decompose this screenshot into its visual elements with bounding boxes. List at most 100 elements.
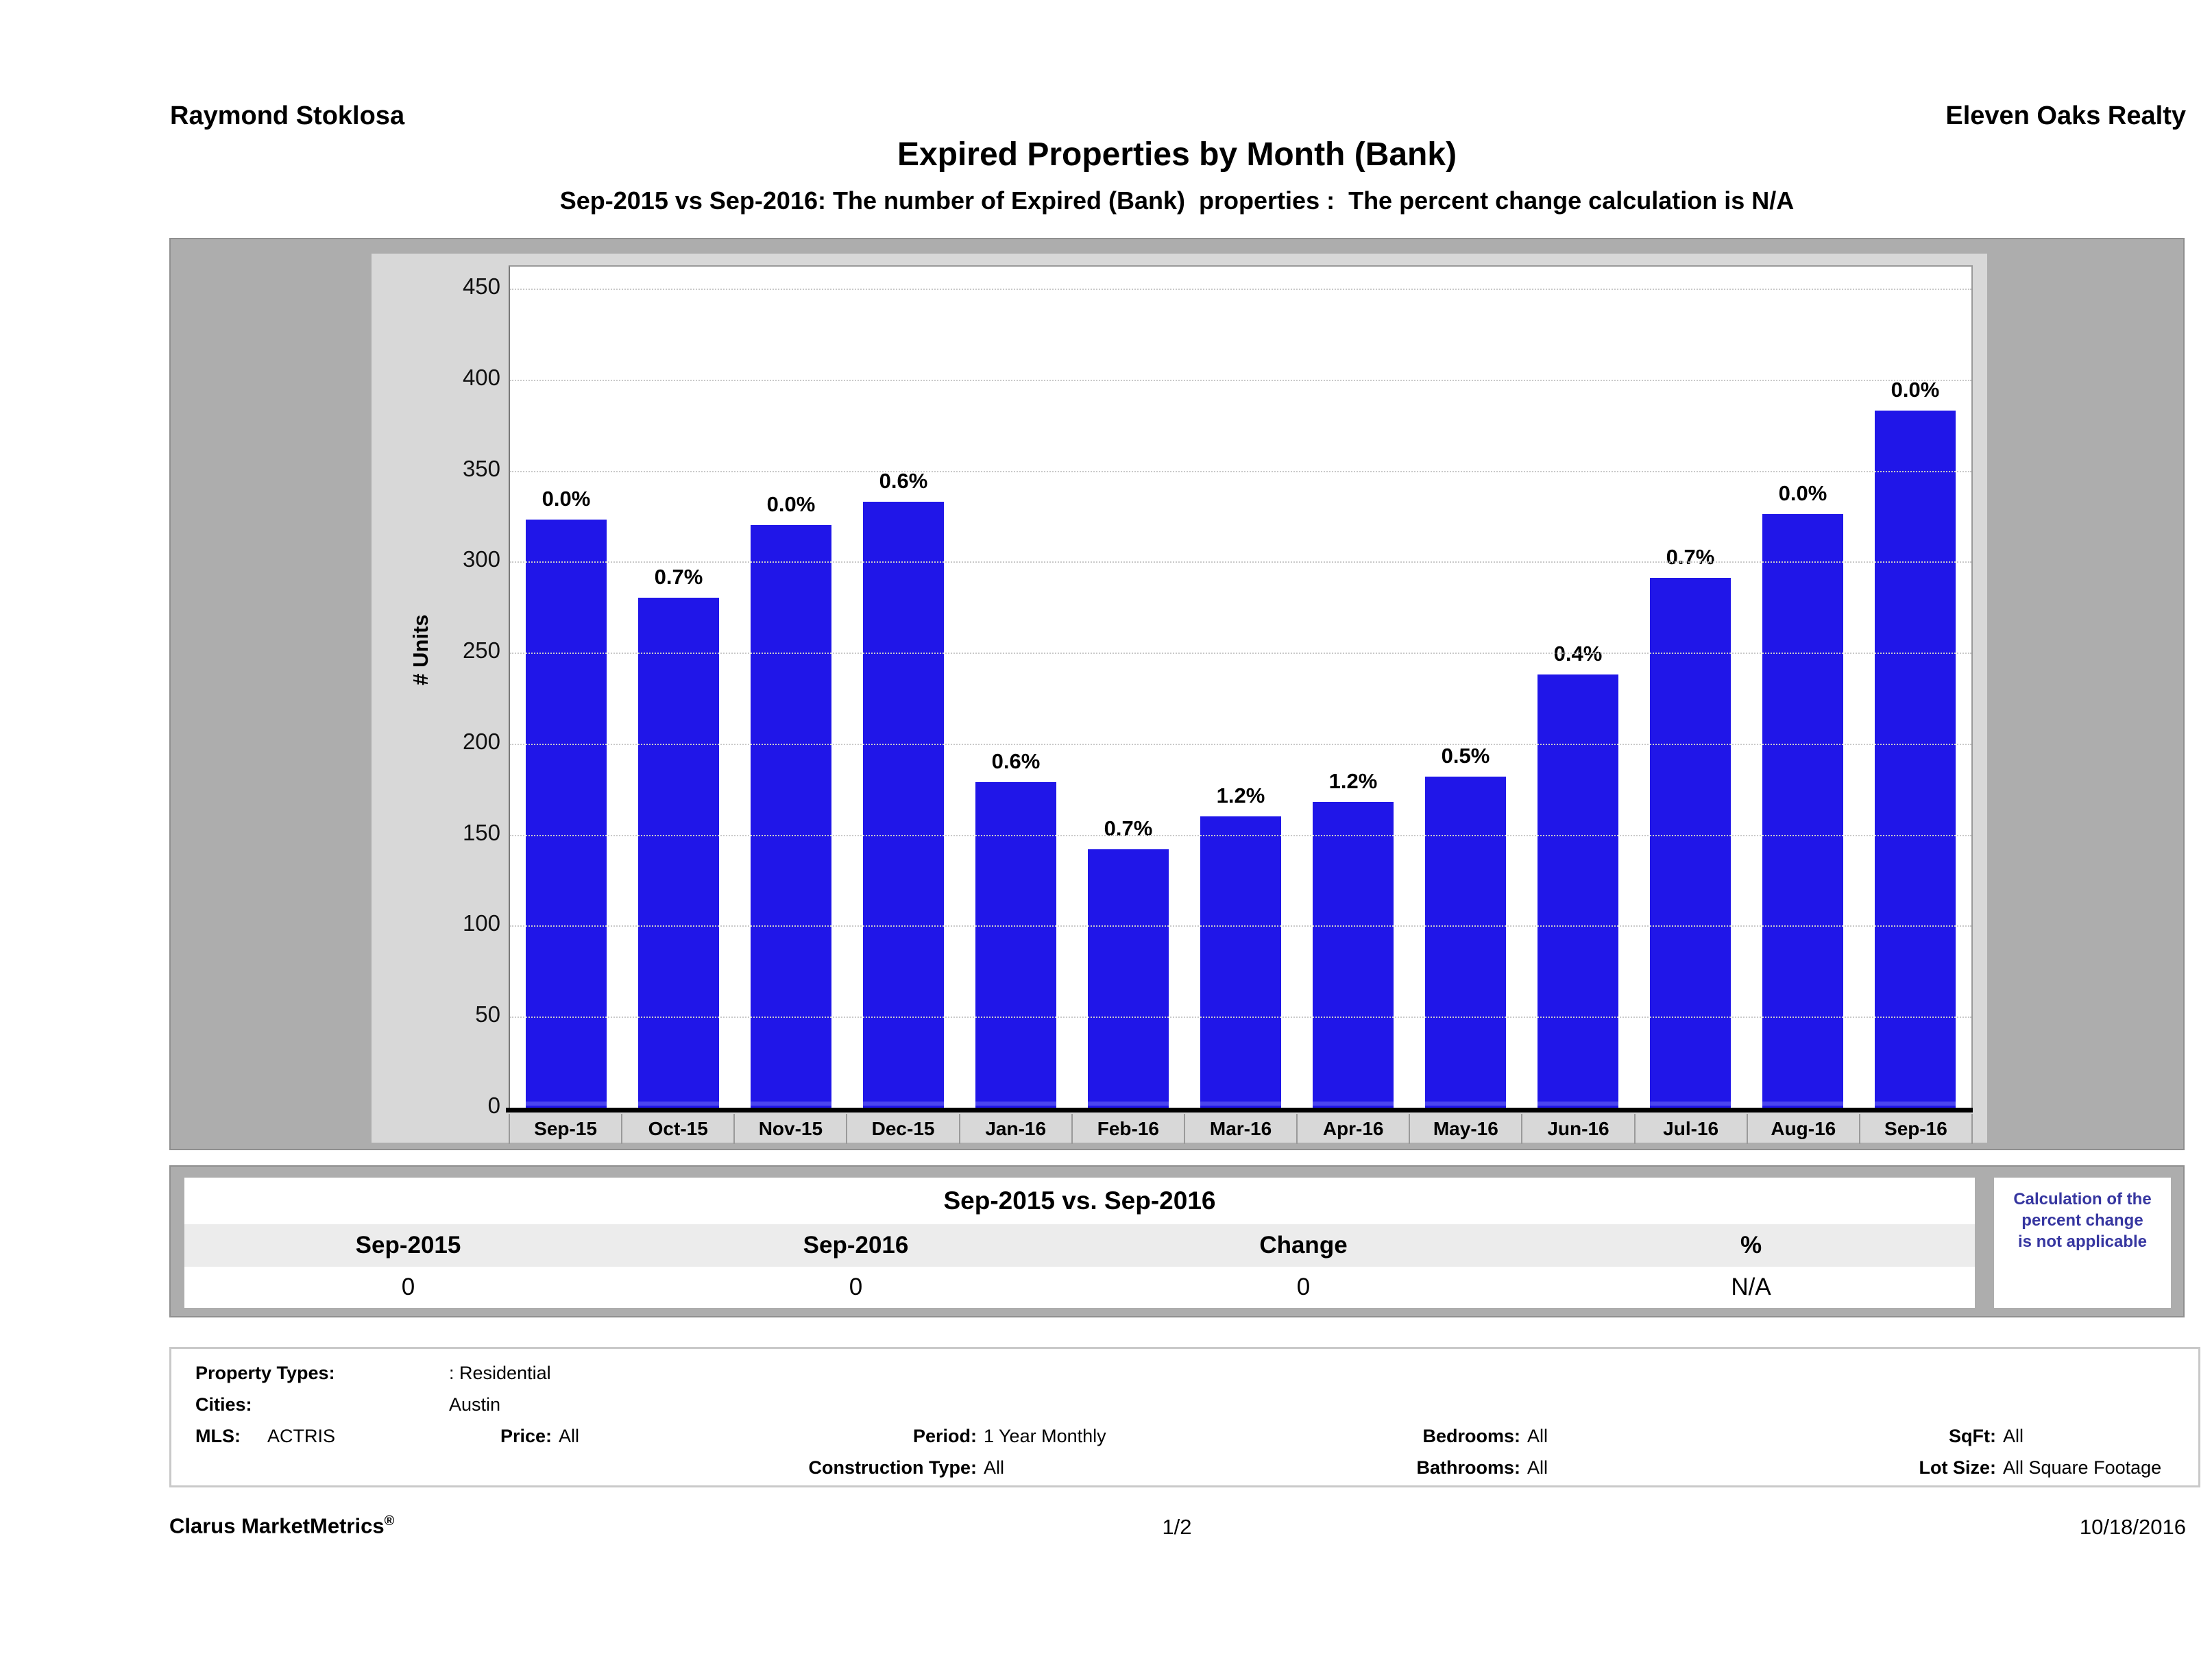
footer-date: 10/18/2016	[2079, 1515, 2186, 1539]
bar-percent-label: 0.0%	[542, 487, 591, 511]
bar-slot: 0.4%	[1522, 267, 1634, 1108]
gridline	[510, 1017, 1971, 1019]
bar-percent-label: 0.7%	[1666, 545, 1715, 569]
bar-slot: 0.6%	[847, 267, 960, 1108]
bar-slot: 1.2%	[1184, 267, 1297, 1108]
x-tick-label: Aug-16	[1746, 1114, 1859, 1144]
brokerage-name: Eleven Oaks Realty	[1945, 101, 2186, 130]
bar-percent-label: 0.0%	[1778, 481, 1827, 505]
percent-change-note: Calculation of the percent change is not…	[1994, 1178, 2171, 1308]
bar-slot: 0.0%	[510, 267, 622, 1108]
bar-percent-label: 0.7%	[1104, 816, 1153, 840]
summary-value: 0	[849, 1274, 863, 1300]
x-axis-line	[506, 1108, 1973, 1112]
filter-price: Price: All	[500, 1426, 580, 1446]
gridline	[510, 834, 1971, 836]
bar-Sep-15	[526, 520, 607, 1108]
bar-percent-label: 1.2%	[1216, 783, 1265, 807]
bar-Mar-16	[1200, 816, 1281, 1108]
filters-box: Property Types: : Residential Cities: Au…	[169, 1347, 2200, 1487]
bar-Jan-16	[975, 782, 1056, 1108]
filter-lot-size: Lot Size: All Square Footage	[1919, 1457, 2162, 1478]
x-tick-label: Jan-16	[958, 1114, 1071, 1144]
summary-col-header: Sep-2015	[355, 1232, 461, 1258]
x-tick-label: Jul-16	[1633, 1114, 1747, 1144]
filter-bathrooms: Bathrooms: All	[1416, 1457, 1548, 1478]
gridline	[510, 470, 1971, 472]
bar-Jun-16	[1538, 674, 1618, 1108]
percent-change-note-text: Calculation of the percent change is not…	[2013, 1190, 2152, 1251]
bar-Feb-16	[1088, 849, 1169, 1108]
x-axis-ticks: Sep-15 Oct-15 Nov-15 Dec-15 Jan-16 Feb-16 Mar-…	[509, 1112, 1973, 1148]
gridline	[510, 289, 1971, 290]
bar-percent-label: 1.2%	[1328, 769, 1378, 793]
bar-slot: 0.0%	[1747, 267, 1859, 1108]
bar-Dec-15	[863, 502, 944, 1108]
gridline	[510, 653, 1971, 655]
bar-Oct-15	[638, 598, 719, 1108]
bar-slot: 0.0%	[735, 267, 847, 1108]
x-tick-label: Jun-16	[1521, 1114, 1633, 1144]
agent-name: Raymond Stoklosa	[170, 101, 405, 130]
summary-col-header: Change	[1259, 1232, 1348, 1258]
filter-mls: MLS: ACTRIS	[195, 1426, 336, 1446]
bar-slot: 0.7%	[622, 267, 735, 1108]
chart-band: # Units 0 50 100 150 200 250 300 350 400 450 0.0%…	[169, 238, 2185, 1150]
filter-period: Period: 1 Year Monthly	[912, 1426, 1106, 1446]
bar-percent-label: 0.6%	[991, 749, 1041, 773]
bar-Nov-15	[751, 525, 831, 1108]
chart-panel: # Units 0 50 100 150 200 250 300 350 400 450 0.0%…	[372, 254, 1987, 1144]
registered-mark: ®	[384, 1513, 395, 1529]
bar-Aug-16	[1762, 514, 1843, 1108]
bar-Sep-16	[1875, 411, 1956, 1108]
y-tick-label: 50	[475, 1001, 500, 1028]
report-subtitle: Sep-2015 vs Sep-2016: The number of Expi…	[559, 186, 1795, 215]
y-tick-label: 400	[462, 364, 500, 390]
bar-Jul-16	[1650, 578, 1731, 1108]
bar-slot: 0.5%	[1409, 267, 1522, 1108]
summary-value-row: 0 0 0 N/A	[184, 1267, 1975, 1308]
footer-brand: Clarus MarketMetrics®	[169, 1513, 395, 1538]
footer-page-number: 1/2	[1162, 1515, 1192, 1539]
summary-value: 0	[401, 1274, 415, 1300]
summary-value: N/A	[1731, 1274, 1771, 1300]
x-tick-label: Feb-16	[1071, 1114, 1184, 1144]
bar-slot: 0.6%	[960, 267, 1072, 1108]
summary-header-row: Sep-2015 Sep-2016 Change %	[184, 1224, 1975, 1267]
bar-series: 0.0% 0.7% 0.0% 0.6% 0.6% 0.7% 1.2% 1.2% 0.5% 0.4%…	[510, 267, 1971, 1108]
filter-bedrooms: Bedrooms: All	[1422, 1426, 1548, 1446]
x-tick-label: Mar-16	[1183, 1114, 1296, 1144]
filter-cities: Cities: Austin	[195, 1394, 501, 1415]
x-tick-label: Sep-15	[509, 1114, 621, 1144]
filter-sqft: SqFt: All	[1949, 1426, 2024, 1446]
x-tick-label: Oct-15	[621, 1114, 733, 1144]
bar-percent-label: 0.0%	[1891, 378, 1940, 402]
bar-May-16	[1425, 777, 1506, 1108]
x-tick-label: Sep-16	[1858, 1114, 1973, 1144]
summary-value: 0	[1296, 1274, 1311, 1300]
plot-area: 0.0% 0.7% 0.0% 0.6% 0.6% 0.7% 1.2% 1.2% 0.5% 0.4%…	[509, 265, 1973, 1108]
y-tick-label: 350	[462, 455, 500, 481]
summary-col-header: %	[1740, 1232, 1762, 1258]
summary-band: Sep-2015 vs. Sep-2016 Sep-2015 Sep-2016 …	[169, 1165, 2185, 1317]
gridline	[510, 379, 1971, 381]
x-tick-label: Nov-15	[733, 1114, 846, 1144]
y-tick-label: 200	[462, 728, 500, 754]
bar-percent-label: 0.6%	[879, 469, 928, 493]
y-tick-label: 100	[462, 910, 500, 936]
gridline	[510, 925, 1971, 927]
summary-col-header: Sep-2016	[803, 1232, 909, 1258]
x-tick-label: Apr-16	[1296, 1114, 1409, 1144]
y-tick-label: 150	[462, 819, 500, 845]
bar-percent-label: 0.7%	[654, 565, 703, 589]
bar-percent-label: 0.0%	[766, 492, 816, 516]
gridline	[510, 743, 1971, 745]
y-tick-label: 300	[462, 546, 500, 572]
bar-Apr-16	[1313, 802, 1394, 1108]
summary-table: Sep-2015 vs. Sep-2016 Sep-2015 Sep-2016 …	[184, 1178, 1975, 1308]
gridline	[510, 561, 1971, 563]
filter-construction-type: Construction Type: All	[808, 1457, 1005, 1478]
bar-percent-label: 0.5%	[1441, 744, 1490, 768]
report-title: Expired Properties by Month (Bank)	[897, 136, 1457, 173]
